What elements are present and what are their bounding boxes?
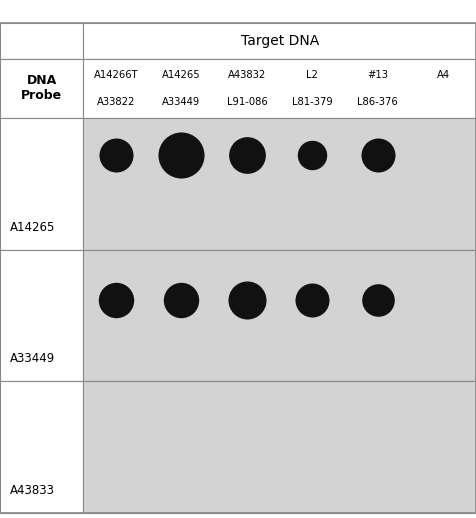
Text: #13: #13 — [367, 69, 388, 80]
Text: A33449: A33449 — [10, 352, 55, 366]
Point — [243, 151, 251, 159]
Bar — [83, 23, 476, 59]
Text: L91-086: L91-086 — [227, 97, 268, 107]
Point — [374, 151, 382, 159]
Point — [112, 296, 120, 304]
Text: DNA
Probe: DNA Probe — [21, 74, 62, 103]
Bar — [83, 381, 476, 513]
Text: A43832: A43832 — [228, 69, 266, 80]
Point — [308, 151, 316, 159]
Text: A33822: A33822 — [97, 97, 135, 107]
Bar — [83, 59, 476, 118]
Text: A4: A4 — [436, 69, 450, 80]
Point — [374, 296, 382, 304]
Text: A14265: A14265 — [162, 69, 201, 80]
Bar — [0, 381, 83, 513]
Text: A14265: A14265 — [10, 221, 55, 234]
Text: L2: L2 — [307, 69, 318, 80]
Bar — [0, 250, 83, 381]
Bar — [0, 118, 83, 250]
Text: A43833: A43833 — [10, 484, 55, 497]
Point — [308, 296, 316, 304]
Text: L86-376: L86-376 — [357, 97, 398, 107]
Text: Target DNA: Target DNA — [240, 34, 319, 48]
Bar — [0, 59, 83, 118]
Bar — [83, 118, 476, 250]
Bar — [0, 23, 83, 59]
Text: A14266T: A14266T — [94, 69, 139, 80]
Point — [243, 296, 251, 304]
Point — [178, 296, 185, 304]
Point — [178, 151, 185, 159]
Text: L81-379: L81-379 — [292, 97, 333, 107]
Point — [112, 151, 120, 159]
Bar — [83, 250, 476, 381]
Text: A33449: A33449 — [162, 97, 200, 107]
